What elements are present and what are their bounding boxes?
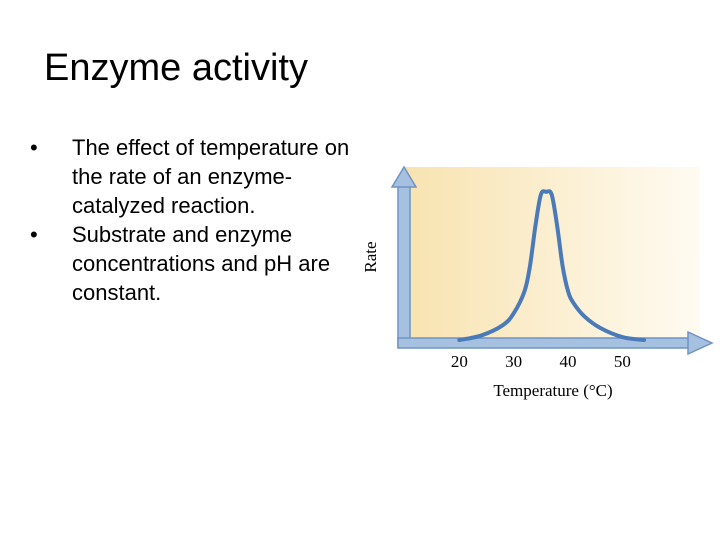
x-tick-label: 20 bbox=[451, 352, 468, 371]
bullet-item: • The effect of temperature on the rate … bbox=[30, 133, 360, 220]
bullet-dot-icon: • bbox=[30, 222, 38, 247]
x-axis bbox=[397, 337, 691, 349]
bullet-dot-icon: • bbox=[30, 135, 38, 160]
copyright-credit: · bbox=[352, 402, 353, 406]
x-tick-label: 30 bbox=[505, 352, 522, 371]
rate-curve bbox=[457, 189, 647, 342]
bullet-text: The effect of temperature on the rate of… bbox=[72, 135, 350, 218]
x-tick-label: 50 bbox=[614, 352, 631, 371]
temperature-rate-chart: 20 30 40 50 Rate Temperature (°C) · bbox=[352, 165, 714, 406]
x-tick-label: 40 bbox=[560, 352, 577, 371]
y-axis-arrowhead bbox=[390, 165, 418, 188]
x-axis-title: Temperature (°C) bbox=[493, 381, 612, 400]
bullet-item: • Substrate and enzyme concentrations an… bbox=[30, 220, 360, 307]
axes bbox=[390, 165, 714, 356]
y-axis bbox=[397, 184, 411, 348]
axis-corner bbox=[399, 339, 409, 347]
x-axis-arrowhead bbox=[687, 330, 714, 356]
x-tick-labels: 20 30 40 50 bbox=[451, 352, 631, 371]
slide-title: Enzyme activity bbox=[44, 47, 308, 89]
y-axis-title: Rate bbox=[361, 241, 380, 272]
bullet-text: Substrate and enzyme concentrations and … bbox=[72, 222, 331, 305]
bullet-list: • The effect of temperature on the rate … bbox=[30, 133, 360, 307]
